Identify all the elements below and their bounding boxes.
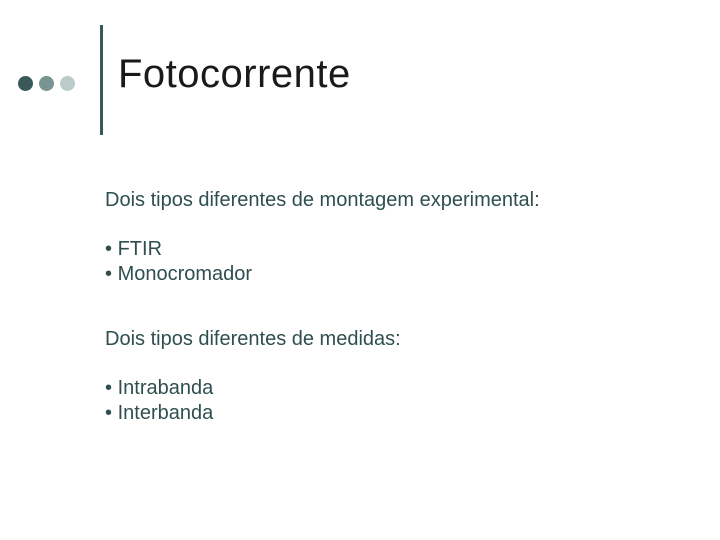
section-1-intro: Dois tipos diferentes de montagem experi… [105,188,665,213]
section-2-intro: Dois tipos diferentes de medidas: [105,327,665,352]
accent-dots [18,76,75,91]
bullet-text: Intrabanda [118,377,214,399]
bullet-icon: • [105,402,112,424]
bullet-icon: • [105,263,112,285]
bullet-item: • Interbanda [105,401,665,426]
bullet-icon: • [105,238,112,260]
bullet-icon: • [105,377,112,399]
dot-1 [18,76,33,91]
slide-body: Dois tipos diferentes de montagem experi… [105,188,665,466]
section-1-bullets: • FTIR • Monocromador [105,237,665,287]
bullet-item: • FTIR [105,237,665,262]
dot-3 [60,76,75,91]
bullet-text: Interbanda [118,402,214,424]
slide-title: Fotocorrente [118,52,351,97]
bullet-text: Monocromador [118,263,253,285]
title-divider [100,25,103,135]
bullet-item: • Intrabanda [105,376,665,401]
bullet-item: • Monocromador [105,262,665,287]
section-2-bullets: • Intrabanda • Interbanda [105,376,665,426]
dot-2 [39,76,54,91]
bullet-text: FTIR [118,238,162,260]
